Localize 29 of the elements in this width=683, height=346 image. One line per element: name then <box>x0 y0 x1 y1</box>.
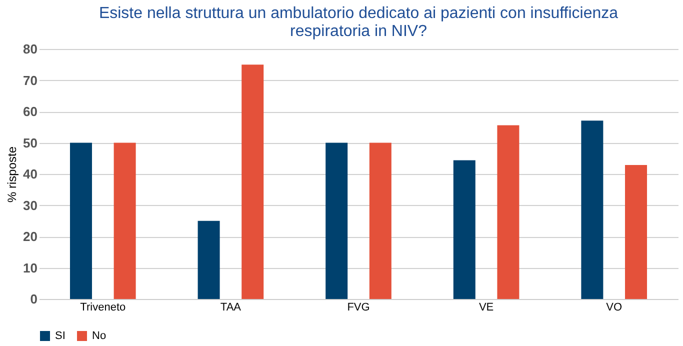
bar <box>198 220 220 299</box>
bar <box>497 125 520 299</box>
bar <box>453 160 476 299</box>
y-axis-title: % risposte <box>5 146 20 203</box>
x-tick-label: VE <box>478 302 494 314</box>
y-tick-label: 70 <box>23 72 38 88</box>
x-tick-label: TAA <box>220 302 242 314</box>
x-tick-label: VO <box>606 302 622 314</box>
bar <box>242 64 264 299</box>
y-tick-label: 30 <box>23 198 38 213</box>
y-tick-label: 0 <box>30 292 38 306</box>
x-tick-label: Triveneto <box>80 302 126 314</box>
bar <box>369 142 392 299</box>
y-tick-label: 60 <box>23 104 38 119</box>
legend-label: SI <box>55 330 66 342</box>
bar <box>625 164 648 299</box>
y-tick-label: 50 <box>23 135 38 150</box>
bar <box>70 142 92 299</box>
legend-label: No <box>92 330 106 342</box>
bar <box>581 120 604 299</box>
y-tick-label: 10 <box>23 260 38 276</box>
x-tick-label: FVG <box>347 302 370 314</box>
text: respiratoria in NIV? <box>290 23 427 40</box>
bar <box>326 142 348 299</box>
text: Esiste nella struttura un ambulatorio dedicato ai pazienti con insufficienza <box>98 5 618 22</box>
y-tick-label: 20 <box>23 229 38 244</box>
y-tick-label: 40 <box>23 166 38 182</box>
y-tick-label: 80 <box>23 42 38 56</box>
bar <box>114 142 136 299</box>
